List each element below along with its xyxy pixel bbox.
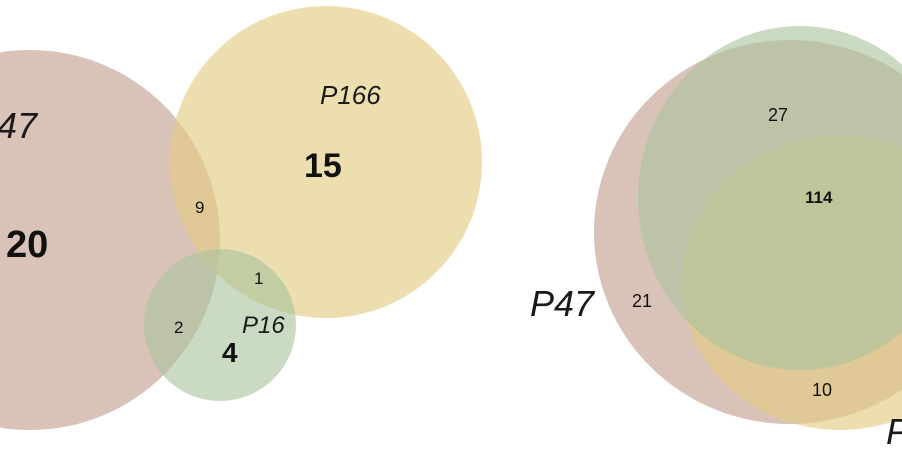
- right-ellipse-green: [638, 26, 902, 370]
- left-label-p47: 47: [0, 105, 39, 146]
- right-count-green-p47: 27: [768, 105, 788, 125]
- right-count-p47-only: 21: [632, 291, 652, 311]
- right-label-p47: P47: [530, 283, 596, 324]
- left-label-p166: P166: [320, 80, 381, 110]
- right-count-center: 114: [805, 188, 833, 207]
- left-count-p166-p16: 1: [254, 269, 263, 288]
- left-count-p47-only: 20: [6, 224, 48, 266]
- left-circle-p16: [144, 249, 296, 401]
- left-count-p47-p16: 2: [174, 318, 183, 337]
- right-count-bottom: 10: [812, 380, 832, 400]
- right-label-partial: P: [886, 411, 902, 451]
- left-label-p16: P16: [242, 312, 285, 339]
- left-circle-p166: [170, 6, 482, 318]
- left-count-p47-p166: 9: [195, 198, 204, 217]
- right-venn-diagram: P47 P 27 114 21 10: [530, 26, 902, 451]
- left-count-p16-only: 4: [222, 337, 238, 368]
- left-count-p166-only: 15: [304, 147, 342, 185]
- left-venn-diagram: 47 P166 P16 20 15 4 9 1 2: [0, 6, 482, 430]
